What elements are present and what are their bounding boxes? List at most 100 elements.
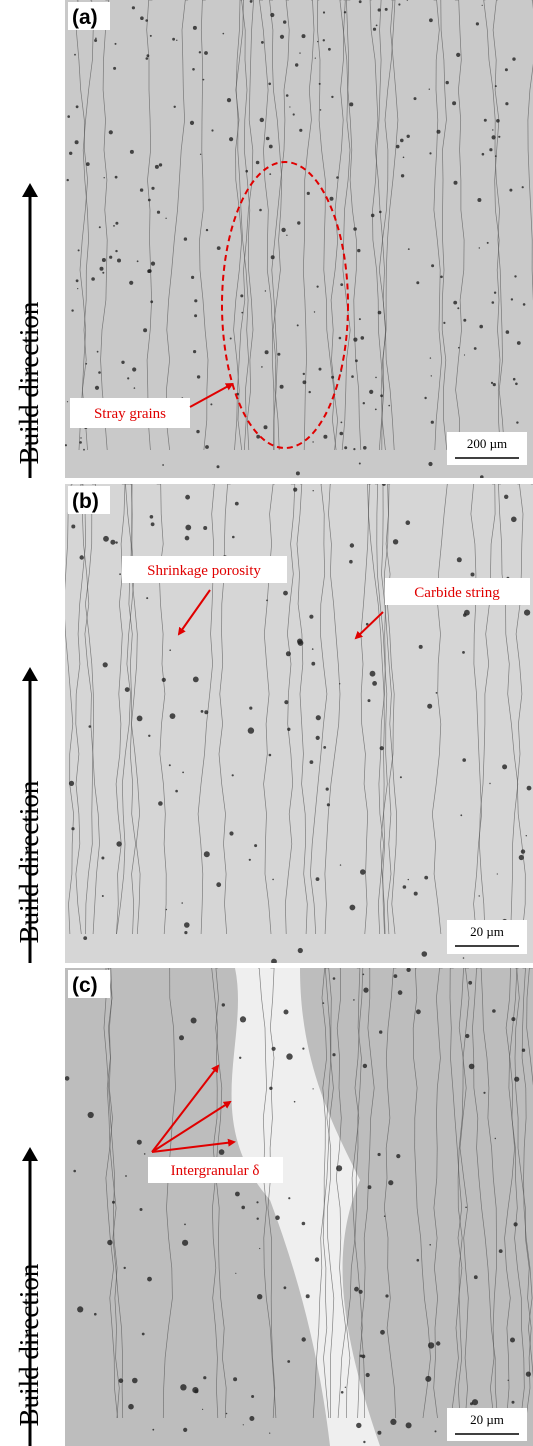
texture-mark [443, 322, 445, 324]
texture-mark [492, 129, 493, 130]
texture-mark [140, 16, 144, 20]
texture-mark [519, 855, 524, 860]
texture-mark [327, 803, 330, 806]
texture-mark [202, 1409, 203, 1410]
texture-mark [522, 1049, 525, 1052]
texture-mark [299, 52, 300, 53]
texture-mark [132, 367, 136, 371]
texture-mark [354, 1287, 359, 1292]
texture-mark [376, 25, 378, 27]
texture-mark [185, 495, 190, 500]
texture-mark [396, 1154, 400, 1158]
annotation: Stray grains [94, 406, 166, 422]
texture-mark [74, 54, 76, 56]
texture-mark [390, 1419, 396, 1425]
texture-mark [396, 145, 400, 149]
texture-mark [483, 1092, 485, 1094]
texture-mark [183, 1428, 187, 1432]
texture-mark [424, 876, 428, 880]
texture-mark [309, 391, 311, 393]
texture-mark [77, 1306, 83, 1312]
texture-mark [287, 1360, 290, 1363]
texture-mark [401, 174, 404, 177]
texture-mark [94, 1313, 97, 1316]
texture-mark [248, 727, 254, 733]
texture-mark [83, 449, 85, 451]
texture-mark [349, 560, 353, 564]
texture-mark [227, 98, 231, 102]
texture-mark [103, 536, 109, 542]
texture-mark [495, 155, 497, 157]
texture-mark [155, 165, 159, 169]
texture-mark [436, 1341, 440, 1345]
texture-mark [479, 325, 483, 329]
texture-mark [219, 1149, 225, 1155]
texture-mark [332, 1053, 335, 1056]
texture-mark [146, 597, 148, 599]
texture-mark [79, 441, 82, 444]
texture-mark [502, 764, 507, 769]
texture-mark [479, 895, 480, 896]
texture-mark [182, 1240, 188, 1246]
texture-mark [226, 1413, 228, 1415]
page: {"panels": [ {"label": "(a)", "build_dir… [0, 0, 533, 1446]
texture-mark [266, 137, 270, 141]
texture-mark [129, 281, 133, 285]
texture-mark [115, 222, 118, 225]
texture-mark [382, 482, 386, 486]
texture-mark [344, 11, 346, 13]
texture-mark [100, 267, 104, 271]
texture-mark [97, 351, 99, 353]
texture-mark [259, 1248, 260, 1249]
texture-mark [110, 540, 115, 545]
texture-mark [331, 376, 334, 379]
texture-mark [185, 536, 190, 541]
texture-mark [429, 89, 430, 90]
texture-mark [190, 121, 194, 125]
texture-mark [193, 26, 197, 30]
texture-mark [169, 764, 171, 766]
texture-mark [328, 48, 331, 51]
texture-mark [311, 662, 315, 666]
texture-mark [482, 153, 485, 156]
texture-mark [232, 774, 234, 776]
texture-mark [491, 382, 493, 384]
texture-mark [505, 68, 508, 71]
texture-mark [99, 226, 101, 228]
texture-mark [330, 197, 334, 201]
build-direction: Build direction [14, 780, 44, 943]
texture-mark [257, 1294, 262, 1299]
texture-mark [359, 1290, 363, 1294]
texture-mark [147, 1277, 152, 1282]
texture-mark [303, 373, 305, 375]
texture-mark [360, 869, 366, 875]
scale-bar-label: 20 µm [470, 1412, 504, 1427]
texture-mark [176, 40, 177, 41]
texture-mark [355, 359, 358, 362]
texture-mark [184, 931, 187, 934]
texture-mark [385, 1294, 388, 1297]
texture-mark [362, 974, 364, 976]
texture-mark [388, 1180, 393, 1185]
texture-mark [340, 432, 344, 436]
texture-mark [260, 118, 264, 122]
texture-mark [243, 1424, 244, 1425]
texture-mark [492, 135, 496, 139]
texture-mark [297, 324, 299, 326]
texture-mark [510, 1338, 515, 1343]
texture-mark [380, 746, 384, 750]
texture-mark [77, 288, 78, 289]
texture-mark [429, 18, 433, 22]
texture-mark [458, 347, 460, 349]
texture-mark [509, 189, 512, 192]
texture-mark [316, 736, 320, 740]
texture-mark [462, 651, 465, 654]
texture-mark [88, 1112, 94, 1118]
texture-mark [80, 437, 81, 438]
texture-mark [362, 1355, 366, 1359]
texture-mark [297, 639, 303, 645]
texture-mark [446, 81, 449, 84]
texture-mark [174, 106, 176, 108]
panel-label: (c) [72, 974, 98, 997]
texture-mark [495, 85, 497, 87]
